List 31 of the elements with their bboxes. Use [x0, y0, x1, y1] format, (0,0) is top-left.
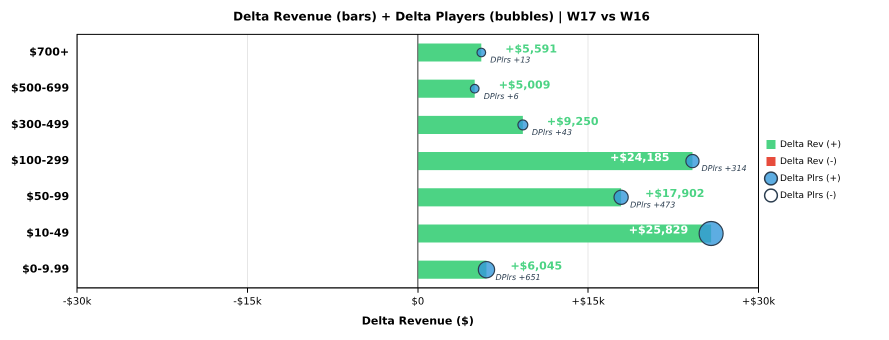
y-tick-label: $700+ — [29, 45, 70, 58]
x-tick-label: -$30k — [62, 296, 92, 308]
data-label: +$24,185 — [610, 150, 670, 164]
y-tick-label: $50-99 — [26, 190, 70, 204]
data-label: +$9,250 — [546, 114, 599, 128]
data-label: +$5,009 — [498, 78, 550, 92]
annotation: DPlrs +314 — [701, 164, 747, 174]
data-label: +$5,591 — [505, 42, 557, 56]
y-tick-label: $500-699 — [10, 82, 70, 95]
annotation: DPlrs +13 — [490, 56, 530, 65]
annotation: DPlrs +43 — [532, 128, 572, 137]
x-axis-title: Delta Revenue ($) — [362, 314, 474, 328]
x-tick-label: +$30k — [742, 296, 776, 308]
x-tick-label: $0 — [411, 296, 424, 308]
legend-label: Delta Plrs (-) — [780, 190, 836, 201]
annotation: DPlrs +6 — [484, 92, 519, 101]
x-tick-label: -$15k — [233, 296, 262, 308]
y-tick-label: $100-299 — [10, 154, 70, 167]
legend-label: Delta Rev (+) — [780, 140, 842, 150]
chart-title: Delta Revenue (bars) + Delta Players (bubbles) | W17 vs W16 — [233, 9, 650, 24]
y-tick-label: $0-9.99 — [22, 262, 70, 276]
data-label: +$17,902 — [645, 187, 704, 200]
y-tick-label: $300-499 — [10, 118, 70, 131]
legend-label: Delta Plrs (+) — [780, 174, 841, 184]
annotation: DPlrs +651 — [495, 272, 541, 282]
x-tick-label: +$15k — [572, 296, 605, 308]
annotation: DPlrs +473 — [630, 200, 676, 210]
legend-label: Delta Rev (-) — [780, 156, 837, 167]
y-tick-label: $10-49 — [26, 226, 70, 240]
data-label: +$25,829 — [628, 223, 688, 236]
data-label: +$6,045 — [510, 260, 562, 273]
